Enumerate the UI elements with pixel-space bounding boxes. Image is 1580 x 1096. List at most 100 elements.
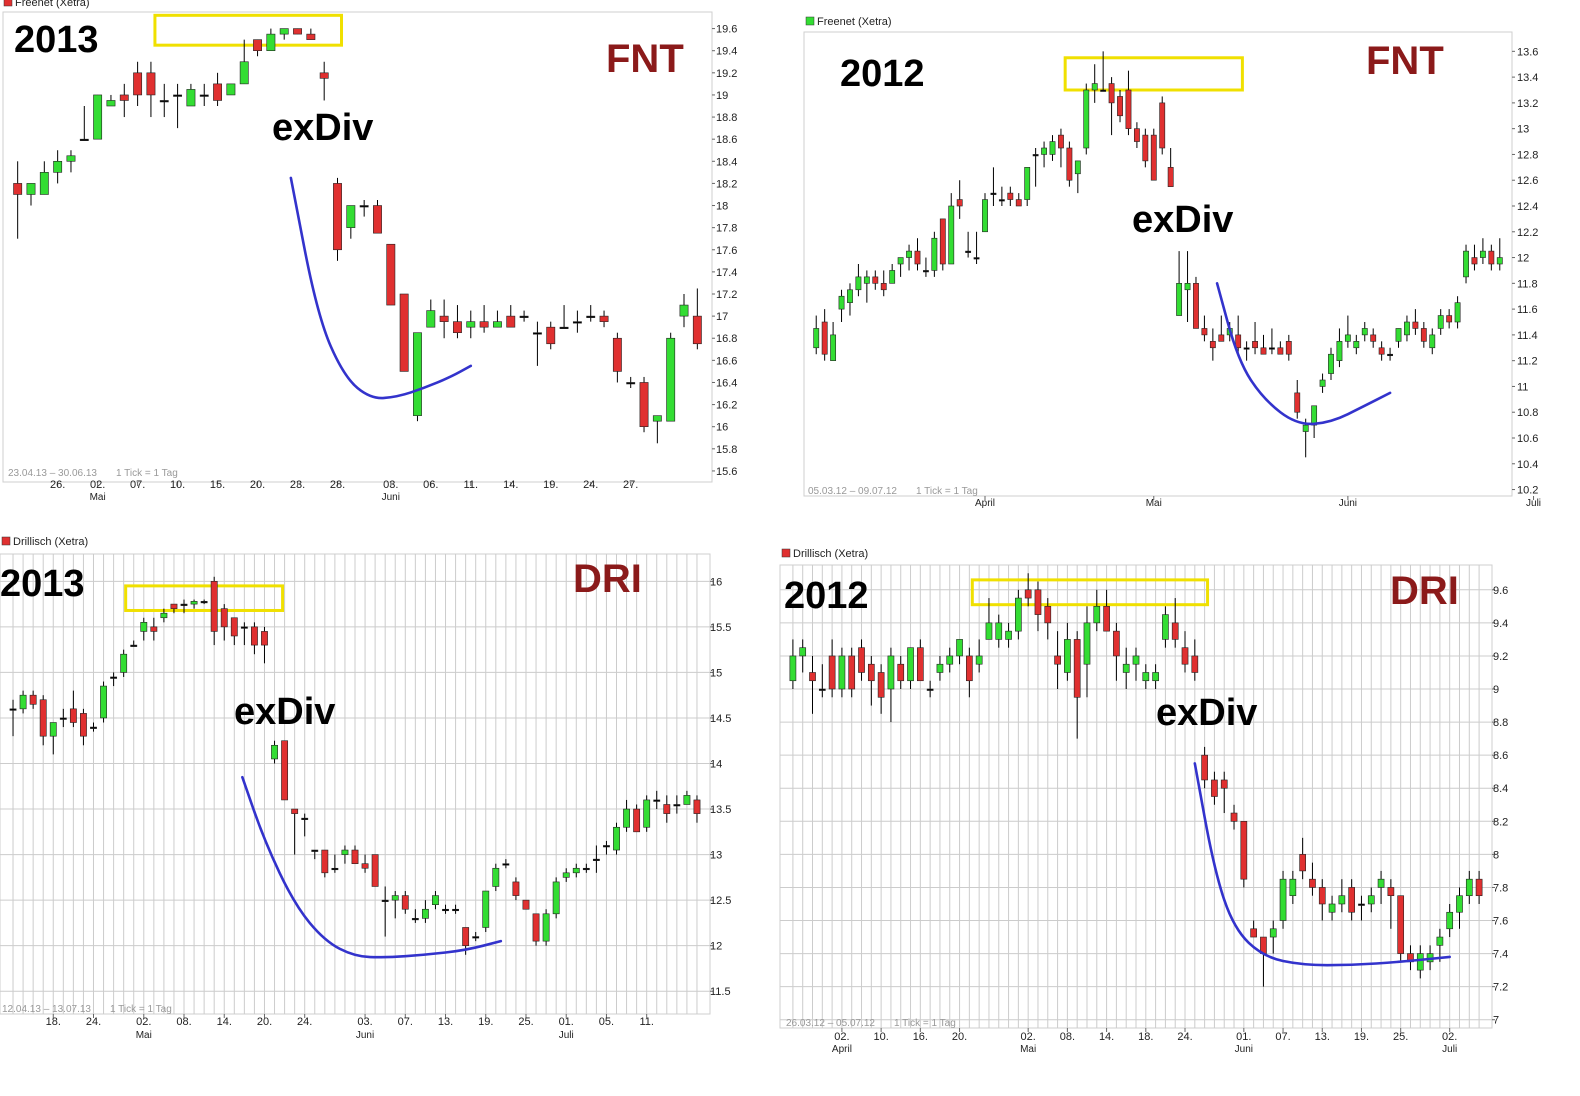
- legend: Drillisch (Xetra): [781, 548, 868, 560]
- y-tick-label: 16.8: [716, 333, 737, 345]
- x-tick-label: 11.: [464, 479, 478, 491]
- y-axis: 7 7.2 7.4 7.6 7.8 8 8.2 8.4 8.6 8.8 9 9.2 9.4 9.6: [1492, 585, 1508, 1027]
- candle-body: [442, 908, 449, 912]
- candle: [401, 891, 409, 914]
- candle: [79, 106, 89, 141]
- x-tick-label: 07.: [130, 479, 145, 491]
- candle-body: [966, 655, 973, 682]
- candle-body: [519, 315, 529, 318]
- candle-body: [1404, 321, 1410, 336]
- candle-body: [965, 250, 972, 253]
- candle-body: [1235, 334, 1242, 349]
- candle: [130, 640, 138, 647]
- candle: [180, 599, 188, 614]
- y-tick-label: 15.6: [716, 466, 737, 478]
- candle: [226, 83, 236, 96]
- candle: [1125, 70, 1132, 136]
- candle-body: [1007, 192, 1014, 200]
- candle: [936, 655, 944, 681]
- candle: [1454, 296, 1461, 329]
- candle: [49, 722, 57, 755]
- candle: [990, 167, 997, 206]
- x-tick-label: 10.: [170, 479, 185, 491]
- candle-body: [1328, 353, 1334, 374]
- candle: [1387, 879, 1395, 929]
- y-tick-label: 11: [1517, 381, 1528, 393]
- candle: [266, 28, 276, 52]
- candle-body: [1058, 134, 1064, 149]
- y-tick-label: 7.2: [1493, 982, 1508, 994]
- tick-info: 1 Tick = 1 Tag: [116, 468, 178, 479]
- trend-curve: [1193, 762, 1451, 967]
- candle-body: [1209, 341, 1216, 349]
- candle-body: [1250, 928, 1257, 938]
- candle: [1193, 276, 1199, 329]
- candle: [673, 795, 681, 814]
- y-tick-label: 18.4: [716, 156, 737, 168]
- candle-body: [79, 138, 89, 141]
- candle: [1446, 309, 1453, 329]
- candle: [863, 270, 870, 303]
- candle-body: [220, 608, 228, 628]
- candle-body: [373, 205, 382, 234]
- y-tick-label: 19.4: [716, 46, 737, 58]
- candle-body: [90, 726, 97, 729]
- candle-body: [391, 895, 399, 901]
- candle-body: [1240, 821, 1248, 880]
- candle: [897, 655, 905, 690]
- x-tick-label: 18.: [1138, 1031, 1153, 1043]
- candle: [301, 813, 309, 837]
- candle: [106, 94, 116, 107]
- candle: [1117, 90, 1123, 123]
- candle-body: [1277, 347, 1284, 355]
- candle-body: [333, 183, 342, 251]
- candle: [1133, 122, 1140, 148]
- candle-body: [173, 94, 183, 97]
- candle: [613, 822, 620, 855]
- candle-body: [1289, 878, 1297, 897]
- candle-body: [146, 72, 156, 96]
- y-tick-label: 7: [1493, 1015, 1499, 1027]
- candle-body: [1176, 283, 1183, 316]
- candle: [1032, 148, 1039, 187]
- candle-body: [1034, 589, 1042, 615]
- candle: [1083, 83, 1090, 155]
- candle: [381, 886, 389, 937]
- candle: [119, 83, 129, 118]
- candles: [13, 28, 702, 444]
- candle: [80, 708, 87, 746]
- candle-body: [1093, 606, 1101, 624]
- y-tick-label: 18.6: [716, 134, 737, 146]
- candle-body: [1211, 779, 1218, 797]
- candle: [29, 690, 37, 709]
- candle-body: [69, 708, 77, 723]
- candle: [599, 310, 609, 328]
- candle-body: [916, 647, 924, 682]
- tick-info: 1 Tick = 1 Tag: [110, 1004, 172, 1015]
- candle: [186, 83, 196, 107]
- candle: [1358, 895, 1365, 921]
- candle-body: [863, 276, 870, 284]
- candle: [492, 863, 500, 892]
- chart-panel-3: 11.5 12 12.5 13 13.5 14 14.5 15 15.5 16 18. 24. 02. M…: [0, 536, 731, 1041]
- candle: [453, 305, 462, 339]
- candle: [133, 61, 143, 106]
- candle-body: [1091, 83, 1098, 91]
- candle-body: [1024, 167, 1031, 200]
- candle-body: [66, 155, 76, 162]
- candles: [9, 576, 701, 955]
- candle: [1395, 328, 1402, 348]
- candle-body: [889, 270, 896, 284]
- candle: [522, 899, 530, 910]
- y-tick-label: 13.5: [710, 804, 731, 816]
- candle-body: [462, 927, 470, 946]
- candle-body: [858, 647, 865, 673]
- candle-body: [572, 321, 582, 324]
- candle: [692, 288, 702, 350]
- candle: [479, 305, 489, 333]
- x-tick-label: 06.: [423, 479, 438, 491]
- candle-body: [106, 100, 116, 107]
- candle-body: [301, 817, 309, 820]
- y-tick-label: 11.2: [1517, 356, 1538, 368]
